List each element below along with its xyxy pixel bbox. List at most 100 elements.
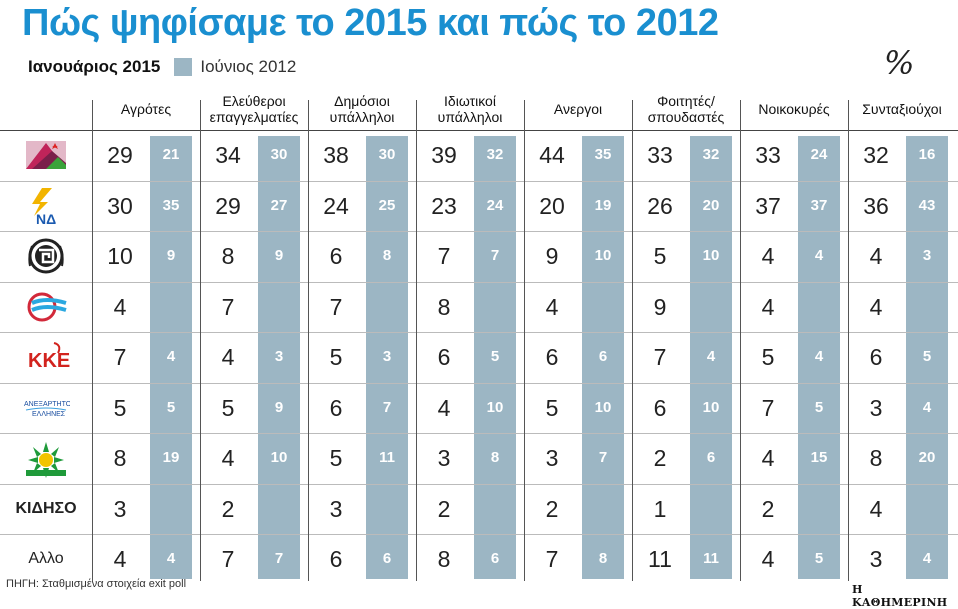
svg-text:ΕΛΛΗΝΕΣ: ΕΛΛΗΝΕΣ [32,411,66,418]
value-2012: 19 [594,196,612,214]
party-name: ΚΙΔΗΣΟ [15,499,77,517]
value-2015: 6 [329,546,343,573]
syriza-logo-icon [0,130,92,181]
value-2015: 39 [431,142,457,169]
value-2012: 10 [594,247,612,265]
value-2015: 4 [761,293,775,320]
value-2012: 4 [814,348,824,366]
column-separator [200,100,201,581]
value-2015: 4 [761,243,775,270]
column-separator [632,100,633,581]
value-2012: 30 [270,146,288,164]
value-2015: 29 [107,142,133,169]
row-rule [0,181,958,182]
value-2012: 5 [814,398,824,416]
value-2015: 6 [437,344,451,371]
value-2012: 10 [594,398,612,416]
value-2012: 4 [814,247,824,265]
value-2012: 5 [166,398,176,416]
column-header: Δημόσιοι υπάλληλοι [329,93,395,125]
shade-2012-col-7 [906,136,948,579]
value-2015: 5 [221,394,235,421]
value-2015: 7 [761,394,775,421]
value-2015: 33 [647,142,673,169]
row-rule [0,383,958,384]
value-2015: 4 [761,445,775,472]
value-2015: 6 [869,344,883,371]
source-note: ΠΗΓΗ: Σταθμισμένα στοιχεία exit poll [6,578,187,590]
value-2015: 6 [329,394,343,421]
shade-2012-col-0 [150,136,192,579]
value-2015: 11 [648,546,672,573]
value-2015: 9 [545,243,559,270]
value-2015: 24 [323,192,349,219]
value-2012: 11 [703,550,719,568]
svg-text:ΝΔ: ΝΔ [36,211,56,226]
value-2015: 7 [437,243,451,270]
value-2012: 10 [270,449,288,467]
value-2012: 9 [274,247,284,265]
value-2015: 7 [545,546,559,573]
value-2012: 3 [274,348,284,366]
value-2012: 3 [382,348,392,366]
value-2012: 20 [702,196,720,214]
value-2012: 9 [274,398,284,416]
value-2012: 5 [922,348,932,366]
value-2012: 19 [162,449,180,467]
party-label: ΚΙΔΗΣΟ [0,484,92,535]
value-2015: 23 [431,192,457,219]
value-2012: 24 [486,196,504,214]
party-name: Αλλο [28,550,64,568]
value-2015: 2 [545,495,559,522]
column-header: Ιδιωτικοί υπάλληλοι [437,93,503,125]
value-2015: 7 [113,344,127,371]
value-2015: 3 [545,445,559,472]
value-2012: 4 [166,550,176,568]
value-2015: 2 [653,445,667,472]
value-2012: 32 [486,146,504,164]
column-separator [416,100,417,581]
value-2012: 24 [810,146,828,164]
value-2012: 7 [274,550,284,568]
value-2015: 5 [329,344,343,371]
value-2015: 37 [755,192,781,219]
value-2012: 20 [918,449,936,467]
value-2015: 38 [323,142,349,169]
value-2015: 9 [653,293,667,320]
kke-logo-icon: ΚΚΕ [0,332,92,383]
value-2015: 7 [329,293,343,320]
shade-2012-col-6 [798,136,840,579]
value-2015: 1 [653,495,667,522]
value-2012: 32 [702,146,720,164]
column-separator [740,100,741,581]
unit-label: % [884,44,915,82]
legend-2012-swatch [174,58,193,76]
value-2012: 11 [379,449,395,467]
nd-logo-icon: ΝΔ [0,181,92,232]
value-2015: 4 [221,344,235,371]
value-2012: 37 [810,196,828,214]
value-2012: 10 [702,398,720,416]
value-2012: 6 [382,550,392,568]
value-2015: 20 [539,192,565,219]
value-2015: 4 [761,546,775,573]
shade-2012-col-5 [690,136,732,579]
column-header: Ανεργοι [553,101,603,117]
pasok-logo-icon [0,433,92,484]
legend-2015: Ιανουάριος 2015 [28,57,161,76]
value-2012: 30 [378,146,396,164]
value-2015: 3 [113,495,127,522]
column-header: Νοικοκυρές [758,101,830,117]
column-separator [308,100,309,581]
value-2015: 6 [329,243,343,270]
value-2015: 7 [221,546,235,573]
value-2015: 4 [437,394,451,421]
value-2012: 5 [490,348,500,366]
row-rule [0,433,958,434]
golden-dawn-logo-icon [0,231,92,282]
value-2015: 8 [437,546,451,573]
value-2012: 35 [594,146,612,164]
row-rule [0,231,958,232]
value-2012: 3 [922,247,932,265]
value-2015: 3 [869,546,883,573]
